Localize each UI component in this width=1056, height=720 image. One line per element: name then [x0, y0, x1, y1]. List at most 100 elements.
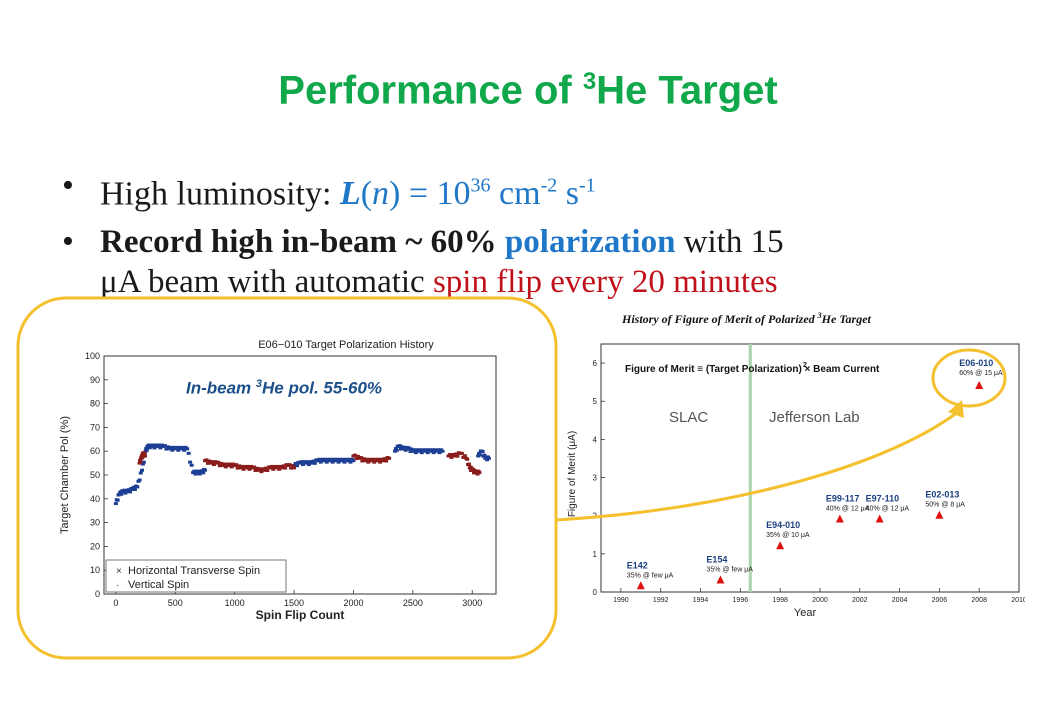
vertical-spin-point — [287, 463, 292, 467]
horizontal-spin-point — [156, 443, 161, 447]
vertical-spin-point — [459, 451, 464, 455]
horizontal-spin-point — [140, 468, 145, 472]
experiment-name: E99-117 — [826, 494, 860, 504]
horizontal-spin-point — [424, 448, 429, 452]
experiment-detail: 40% @ 12 μA — [826, 506, 870, 513]
y-tick-label: 0 — [593, 588, 598, 597]
vertical-spin-point — [453, 452, 458, 456]
y-tick-label: 3 — [593, 474, 598, 483]
unit-cm: cm — [490, 175, 541, 213]
annotation-main: In-beam — [186, 378, 256, 398]
bullet-polarization: • Record high in-beam ~ 60% polarization… — [62, 222, 1022, 302]
horizontal-spin-point — [300, 463, 305, 467]
slide-title: Performance of 3He Target — [0, 68, 1056, 113]
beam-current-text: with 15 — [675, 224, 784, 260]
experiment-marker — [835, 514, 844, 523]
fom-caption: History of Figure of Merit of Polarized … — [622, 311, 871, 327]
plot-frame — [600, 343, 1020, 593]
horizontal-spin-point — [336, 460, 341, 464]
x-tick-label: 2000 — [812, 597, 828, 604]
experiment-detail: 50% @ 8 μA — [925, 502, 965, 509]
legend-vertical: Vertical Spin — [128, 579, 189, 591]
y-tick-label: 40 — [90, 494, 100, 504]
left-figure-highlight-box — [16, 296, 558, 660]
horizontal-spin-point — [115, 498, 120, 502]
horizontal-spin-point — [164, 447, 169, 451]
horizontal-spin-point — [182, 448, 187, 452]
horizontal-spin-point — [201, 471, 206, 475]
data-points — [113, 443, 491, 506]
vertical-spin-point — [455, 454, 460, 458]
paren-open: ( — [360, 175, 373, 213]
vertical-spin-point — [289, 466, 294, 470]
y-tick-label: 6 — [593, 359, 598, 368]
paren-close: ) — [389, 175, 401, 213]
y-axis-label: Figure of Merit (μA) — [567, 431, 578, 517]
horizontal-spin-point — [135, 485, 140, 489]
vertical-spin-point — [204, 458, 209, 462]
fom-definition-exponent: 2 — [803, 362, 807, 369]
caption-sup: 3 — [817, 311, 822, 320]
fom-definition: Figure of Merit ≡ (Target Polarization) … — [625, 364, 880, 375]
vertical-spin-point — [210, 460, 215, 464]
horizontal-spin-point — [151, 443, 155, 447]
vertical-spin-point — [387, 456, 392, 460]
horizontal-spin-point — [397, 444, 402, 448]
annotation-sup: 3 — [255, 378, 263, 390]
horizontal-spin-point — [330, 460, 335, 464]
horizontal-spin-point — [202, 468, 207, 472]
experiment-detail: 35% @ few μA — [706, 567, 753, 574]
horizontal-spin-point — [162, 444, 167, 448]
horizontal-spin-point — [312, 461, 317, 465]
vertical-spin-point — [290, 464, 295, 468]
experiment-marker — [875, 514, 884, 523]
vertical-spin-point — [265, 468, 270, 472]
horizontal-spin-point — [394, 448, 399, 452]
horizontal-spin-point — [168, 445, 173, 449]
experiment-name: E02-013 — [925, 490, 959, 500]
x-axis-ticks: 0 500 1000 1500 2000 2500 3000 — [113, 590, 482, 608]
bullet-mark: • — [62, 223, 74, 260]
legend-box — [105, 559, 287, 593]
horizontal-spin-point — [413, 451, 418, 455]
vertical-spin-point — [275, 464, 280, 468]
polarization-history-chart: E06−010 Target Polarization History 0 10 2… — [59, 339, 497, 622]
horizontal-spin-point — [144, 447, 149, 451]
x-tick-label: 0 — [113, 598, 118, 608]
vertical-spin-point — [211, 463, 216, 467]
vertical-spin-point — [271, 467, 276, 471]
exponent-s: -1 — [579, 175, 596, 197]
experiment-detail: 35% @ 10 μA — [766, 532, 810, 539]
horizontal-spin-point — [348, 460, 353, 464]
x-tick-label: 500 — [168, 598, 183, 608]
vertical-spin-point — [207, 459, 212, 463]
y-tick-label: 10 — [90, 565, 100, 575]
horizontal-spin-point — [440, 449, 445, 453]
in-beam-annotation: In-beam 3He pol. 55-60% — [186, 378, 382, 399]
horizontal-spin-point — [293, 461, 298, 465]
e06-010-highlight-circle — [931, 348, 1007, 408]
vertical-spin-point — [358, 456, 363, 460]
vertical-spin-point — [138, 458, 143, 462]
vertical-spin-point — [283, 466, 288, 470]
horizontal-spin-point — [323, 457, 328, 461]
horizontal-spin-point — [122, 488, 127, 492]
bullet-text: Record high in-beam ~ 60% polarization w… — [100, 222, 1022, 302]
vertical-spin-point — [447, 453, 452, 457]
vertical-spin-point — [360, 459, 365, 463]
vertical-spin-point — [251, 465, 256, 469]
vertical-spin-point — [277, 467, 282, 471]
x-tick-label: 2500 — [403, 598, 423, 608]
horizontal-spin-point — [486, 456, 491, 460]
figure-of-merit-chart: 0 1 2 3 4 5 6 1990 1992 1994 1996 1998 2000 2002 2004 2… — [567, 343, 1025, 619]
exponent-36: 36 — [470, 175, 491, 197]
vertical-spin-point — [372, 460, 377, 464]
vertical-spin-point — [477, 471, 482, 475]
legend-horizontal: Horizontal Transverse Spin — [128, 565, 260, 577]
experiment-name: E154 — [706, 555, 727, 565]
luminosity-formula: L(n) = 1036 cm-2 s-1 — [340, 175, 596, 212]
y-axis-ticks: 0 10 20 30 40 50 60 70 80 90 100 — [85, 351, 108, 599]
vertical-spin-point — [205, 461, 210, 465]
bullet-luminosity: • High luminosity: L(n) = 1036 cm-2 s-1 — [62, 166, 596, 214]
horizontal-spin-point — [192, 469, 197, 473]
